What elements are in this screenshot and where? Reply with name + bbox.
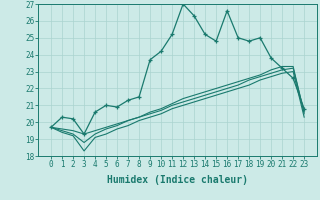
X-axis label: Humidex (Indice chaleur): Humidex (Indice chaleur) (107, 175, 248, 185)
